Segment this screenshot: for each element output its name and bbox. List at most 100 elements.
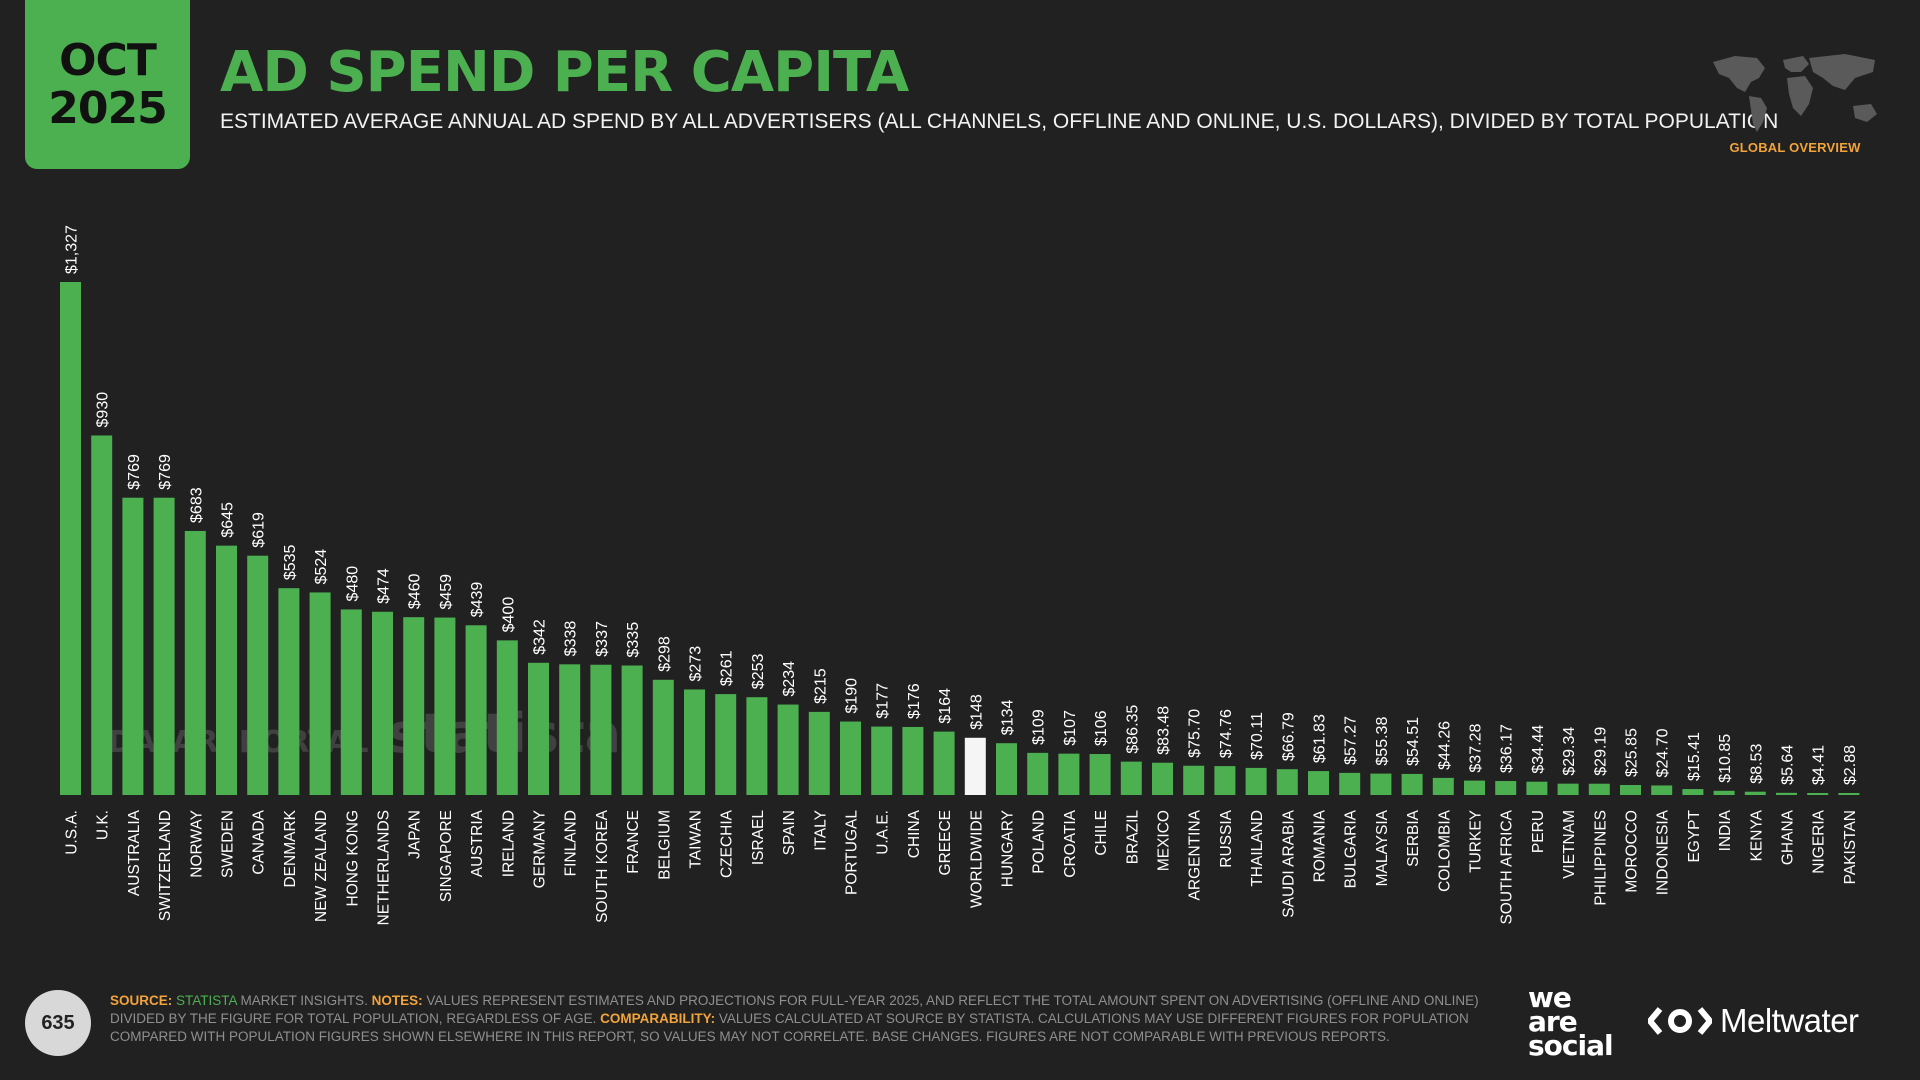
bar bbox=[1308, 771, 1329, 795]
bar-value-label: $177 bbox=[875, 683, 892, 719]
category-label: EGYPT bbox=[1686, 809, 1703, 862]
bar-value-label: $36.17 bbox=[1499, 724, 1516, 773]
category-label: NEW ZEALAND bbox=[313, 810, 330, 922]
source-key: SOURCE: bbox=[110, 993, 173, 1008]
bar bbox=[278, 588, 300, 795]
category-label: SPAIN bbox=[781, 810, 798, 855]
bar-value-label: $190 bbox=[844, 678, 861, 714]
bar-value-label: $930 bbox=[95, 392, 112, 428]
category-labels-group: U.S.A. U.K. AUSTRALIA SWITZERLAND NORWAY SWED… bbox=[64, 809, 1859, 925]
category-label: JAPAN bbox=[407, 810, 424, 859]
bar-value-label: $37.28 bbox=[1468, 724, 1485, 773]
bar bbox=[715, 694, 737, 795]
bar bbox=[1495, 781, 1517, 795]
bar bbox=[372, 611, 393, 795]
category-label: VIETNAM bbox=[1561, 810, 1578, 879]
category-label: ISRAEL bbox=[750, 810, 767, 866]
category-label: BELGIUM bbox=[656, 810, 673, 880]
bar-value-label: $54.51 bbox=[1405, 717, 1422, 766]
bar-value-label: $106 bbox=[1093, 710, 1110, 746]
wearesocial-logo: we are social bbox=[1528, 984, 1623, 1062]
bar bbox=[1120, 761, 1142, 795]
bar-value-label: $83.48 bbox=[1156, 706, 1173, 755]
category-label: PAKISTAN bbox=[1842, 810, 1859, 884]
page-subtitle: ESTIMATED AVERAGE ANNUAL AD SPEND BY ALL… bbox=[220, 110, 1779, 133]
category-label: CHINA bbox=[906, 809, 923, 858]
bar bbox=[1620, 785, 1641, 795]
bar-value-label: $25.85 bbox=[1624, 728, 1641, 777]
bar bbox=[1682, 789, 1704, 795]
bar-value-label: $460 bbox=[407, 573, 424, 609]
notes-key: NOTES: bbox=[371, 993, 423, 1008]
world-map-icon bbox=[1705, 48, 1885, 138]
bar-value-label: $480 bbox=[344, 566, 361, 602]
category-label: NORWAY bbox=[188, 810, 205, 878]
bar-value-label: $683 bbox=[188, 487, 205, 523]
category-label: CROATIA bbox=[1062, 809, 1079, 877]
bar-value-label: $29.34 bbox=[1561, 727, 1578, 776]
bar bbox=[746, 697, 768, 795]
footer-notes: SOURCE: STATISTA MARKET INSIGHTS. NOTES:… bbox=[110, 992, 1500, 1046]
bar bbox=[1370, 773, 1392, 795]
bar bbox=[996, 743, 1017, 795]
bar bbox=[528, 662, 549, 795]
category-label: POLAND bbox=[1031, 810, 1048, 874]
bar-value-label: $148 bbox=[968, 694, 985, 730]
bar bbox=[871, 726, 893, 795]
category-label: INDONESIA bbox=[1655, 809, 1672, 895]
bar bbox=[1214, 766, 1236, 795]
category-label: FRANCE bbox=[625, 810, 642, 874]
category-label: HONG KONG bbox=[344, 810, 361, 906]
wearesocial-line3: social bbox=[1528, 1029, 1614, 1062]
bar bbox=[434, 617, 456, 795]
category-label: SOUTH AFRICA bbox=[1499, 809, 1516, 924]
value-labels-group: $1,327 $930 $769 $769 $683 $645 $619 $535 $524 $4… bbox=[64, 225, 1859, 785]
bar bbox=[1089, 754, 1111, 795]
category-label: CHILE bbox=[1093, 810, 1110, 856]
bar-value-label: $474 bbox=[376, 568, 393, 604]
bar bbox=[590, 664, 612, 795]
page-title: AD SPEND PER CAPITA bbox=[220, 40, 909, 105]
category-label: HUNGARY bbox=[1000, 810, 1017, 887]
bar bbox=[184, 530, 206, 795]
bar-value-label: $74.76 bbox=[1218, 709, 1235, 758]
bar bbox=[1464, 780, 1485, 795]
category-label: GHANA bbox=[1780, 809, 1797, 865]
bar-value-label: $342 bbox=[532, 619, 549, 655]
category-label: NIGERIA bbox=[1811, 809, 1828, 873]
bar-value-label: $70.11 bbox=[1249, 712, 1266, 760]
notes-text: VALUES REPRESENT ESTIMATES AND PROJECTIO… bbox=[110, 993, 1479, 1026]
bar bbox=[465, 625, 487, 795]
category-label: SERBIA bbox=[1405, 809, 1422, 867]
category-label: RUSSIA bbox=[1218, 809, 1235, 867]
bar-value-label: $524 bbox=[313, 549, 330, 585]
category-label: IRELAND bbox=[500, 810, 517, 877]
wearesocial-line2: are bbox=[1528, 1005, 1578, 1038]
bar-value-label: $34.44 bbox=[1530, 725, 1547, 774]
category-label: BRAZIL bbox=[1124, 810, 1141, 865]
category-label: CANADA bbox=[251, 809, 268, 874]
bar bbox=[1776, 792, 1797, 795]
page-number: 635 bbox=[25, 990, 91, 1056]
category-label: FINLAND bbox=[563, 810, 580, 876]
bar bbox=[1245, 767, 1267, 795]
bar-value-label: $335 bbox=[625, 622, 642, 658]
bar-value-label: $75.70 bbox=[1187, 709, 1204, 758]
bar-value-label: $400 bbox=[500, 597, 517, 633]
bar-value-label: $645 bbox=[220, 502, 237, 538]
bar-value-label: $1,327 bbox=[64, 225, 81, 274]
bar-value-label: $176 bbox=[906, 683, 923, 719]
bar-value-label: $261 bbox=[719, 650, 736, 686]
bar-value-label: $459 bbox=[438, 574, 455, 610]
bar bbox=[1183, 765, 1205, 795]
bar bbox=[216, 545, 237, 795]
bar-value-label: $253 bbox=[750, 653, 767, 689]
category-label: PERU bbox=[1530, 810, 1547, 853]
category-label: KENYA bbox=[1748, 809, 1765, 861]
category-label: MALAYSIA bbox=[1374, 809, 1391, 886]
bar bbox=[1526, 781, 1548, 795]
category-label: SOUTH KOREA bbox=[594, 809, 611, 922]
bar bbox=[309, 592, 331, 795]
bar-value-label: $61.83 bbox=[1312, 714, 1329, 763]
bar-value-label: $5.64 bbox=[1780, 745, 1797, 785]
